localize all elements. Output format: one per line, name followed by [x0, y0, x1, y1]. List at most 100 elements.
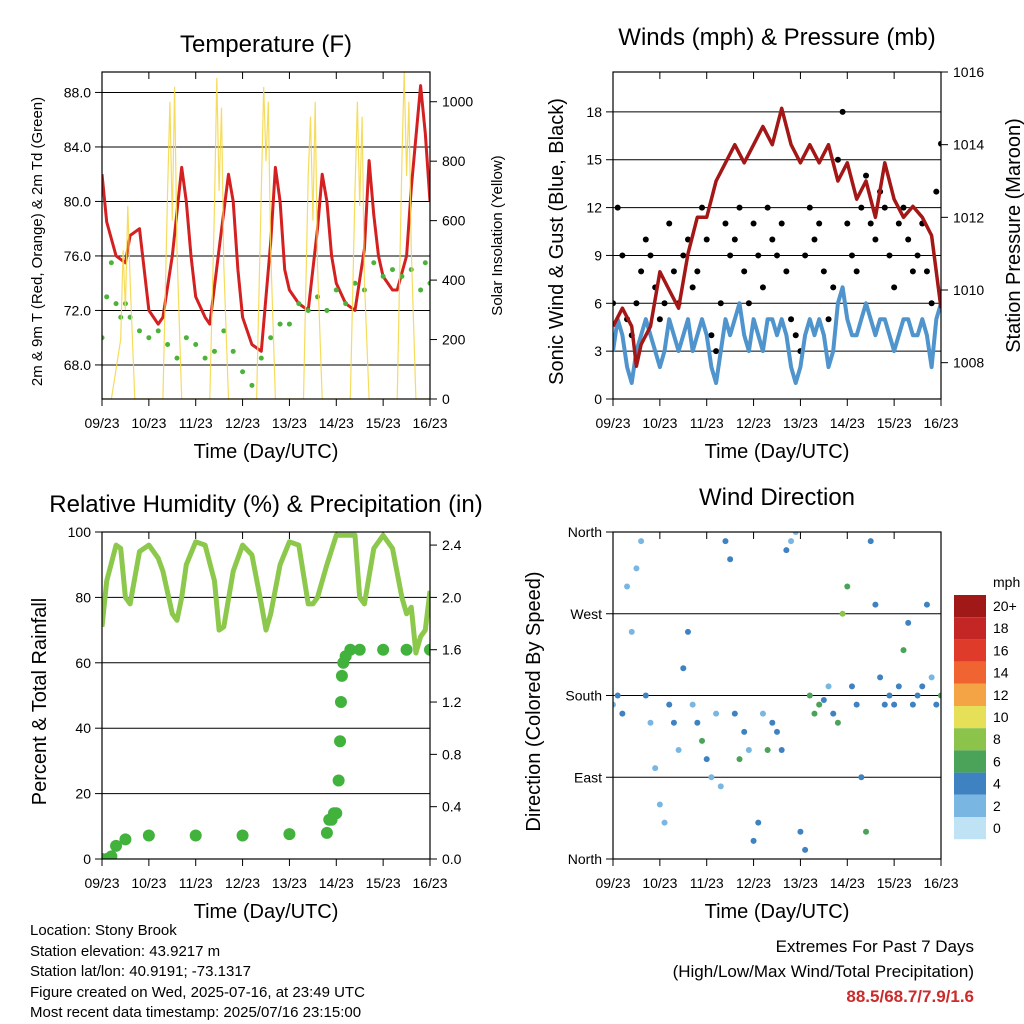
- series-point-gust: [778, 220, 785, 227]
- series-point-2m-td: [352, 280, 358, 286]
- direction-point: [816, 701, 823, 708]
- direction-point: [774, 728, 780, 735]
- direction-point: [624, 583, 631, 590]
- series-point-gust: [764, 204, 771, 211]
- y-right-tick-label: 200: [442, 332, 466, 348]
- series-point-gust: [923, 268, 930, 275]
- station-info: Location: Stony Brook Station elevation:…: [30, 921, 365, 1024]
- direction-point: [909, 701, 916, 708]
- direction-point: [923, 601, 930, 608]
- chart-title: Winds (mph) & Pressure (mb): [618, 24, 935, 51]
- series-point-gust: [703, 236, 710, 243]
- series-point-precip: [320, 826, 333, 839]
- direction-point: [863, 828, 870, 835]
- series-line-solar: [102, 72, 430, 399]
- direction-point: [881, 701, 888, 708]
- x-tick-label: 12/23: [225, 415, 260, 431]
- series-point-gust: [619, 252, 626, 259]
- direction-point: [891, 701, 898, 708]
- series-point-gust: [633, 300, 640, 307]
- series-point-gust: [613, 300, 616, 307]
- extremes-subtitle: (High/Low/Max Wind/Total Precipitation): [672, 962, 974, 981]
- series-line-2m-t: [102, 84, 430, 353]
- x-axis-label: Time (Day/UTC): [705, 441, 850, 463]
- legend-swatch: [954, 639, 986, 662]
- x-tick-label: 14/23: [319, 875, 354, 891]
- series-point-precip: [353, 643, 366, 656]
- legend-swatch: [954, 794, 986, 817]
- series-point-2m-td: [315, 294, 321, 300]
- y-tick-label: 84.0: [64, 139, 91, 155]
- x-tick-label: 09/23: [595, 415, 630, 431]
- plot-area: [102, 532, 430, 859]
- series-point-precip: [424, 643, 430, 656]
- series-point-2m-td: [258, 355, 264, 361]
- direction-point: [886, 692, 893, 699]
- direction-point: [694, 719, 701, 726]
- series-line-pressure: [613, 106, 941, 369]
- series-point-precip: [110, 839, 123, 852]
- x-tick-label: 15/23: [877, 415, 912, 431]
- y-tick-label: 72.0: [64, 302, 91, 318]
- series-point-2m-td: [174, 355, 180, 361]
- series-point-gust: [788, 316, 795, 323]
- direction-point: [661, 819, 668, 826]
- legend-swatch: [954, 772, 986, 795]
- series-point-2m-td: [240, 369, 246, 375]
- x-tick-label: 10/23: [642, 875, 677, 891]
- series-point-gust: [699, 204, 706, 211]
- direction-point: [614, 692, 621, 699]
- x-axis-label: Time (Day/UTC): [194, 901, 339, 923]
- y-axis-label: 2m & 9m T (Red, Orange) & 2m Td (Green): [29, 97, 46, 386]
- x-tick-label: 13/23: [783, 415, 818, 431]
- series-point-gust: [938, 140, 941, 147]
- series-point-precip: [344, 643, 357, 656]
- series-point-precip: [142, 829, 155, 842]
- series-point-gust: [689, 284, 696, 291]
- y-tick-label: 18: [586, 104, 602, 120]
- direction-point: [858, 774, 865, 781]
- series-point-gust: [886, 252, 893, 259]
- direction-point: [722, 538, 729, 545]
- series-point-2m-td: [305, 307, 311, 313]
- y-tick-label: 0: [83, 851, 91, 867]
- series-point-gust: [755, 252, 762, 259]
- x-tick-label: 13/23: [272, 415, 307, 431]
- series-point-2m-td: [108, 260, 114, 266]
- y-right-tick-label: 1008: [953, 355, 984, 371]
- location-text: Location: Stony Brook: [30, 922, 177, 939]
- direction-point: [792, 532, 799, 535]
- direction-point: [797, 828, 804, 835]
- legend-swatch: [954, 661, 986, 684]
- series-point-gust: [867, 220, 874, 227]
- y-tick-label: 12: [586, 200, 602, 216]
- x-tick-label: 15/23: [366, 415, 401, 431]
- series-point-gust: [614, 204, 621, 211]
- legend-swatch: [954, 706, 986, 729]
- series-point-precip: [105, 850, 118, 859]
- series-point-2m-td: [102, 335, 105, 341]
- direction-point: [750, 837, 757, 844]
- series-point-gust: [834, 156, 841, 163]
- series-point-2m-td: [268, 335, 274, 341]
- series-point-2m-td: [104, 294, 110, 300]
- series-point-2m-td: [183, 335, 189, 341]
- series-point-2m-td: [211, 348, 217, 354]
- series-point-gust: [731, 236, 738, 243]
- direction-point: [895, 683, 902, 690]
- y-tick-label: 80: [75, 589, 91, 605]
- series-point-2m-td: [371, 260, 377, 266]
- series-line-sonic-wind: [613, 285, 941, 385]
- direction-point: [628, 628, 635, 635]
- series-point-2m-td: [146, 335, 152, 341]
- direction-point: [680, 665, 687, 672]
- legend-label: 6: [993, 753, 1001, 769]
- direction-point: [741, 728, 748, 735]
- series-point-2m-td: [418, 287, 424, 293]
- y-tick-label: East: [574, 769, 602, 785]
- series-point-gust: [811, 236, 818, 243]
- legend-swatch: [954, 750, 986, 773]
- series-point-precip: [400, 643, 413, 656]
- series-point-gust: [844, 220, 851, 227]
- legend-swatch: [954, 617, 986, 640]
